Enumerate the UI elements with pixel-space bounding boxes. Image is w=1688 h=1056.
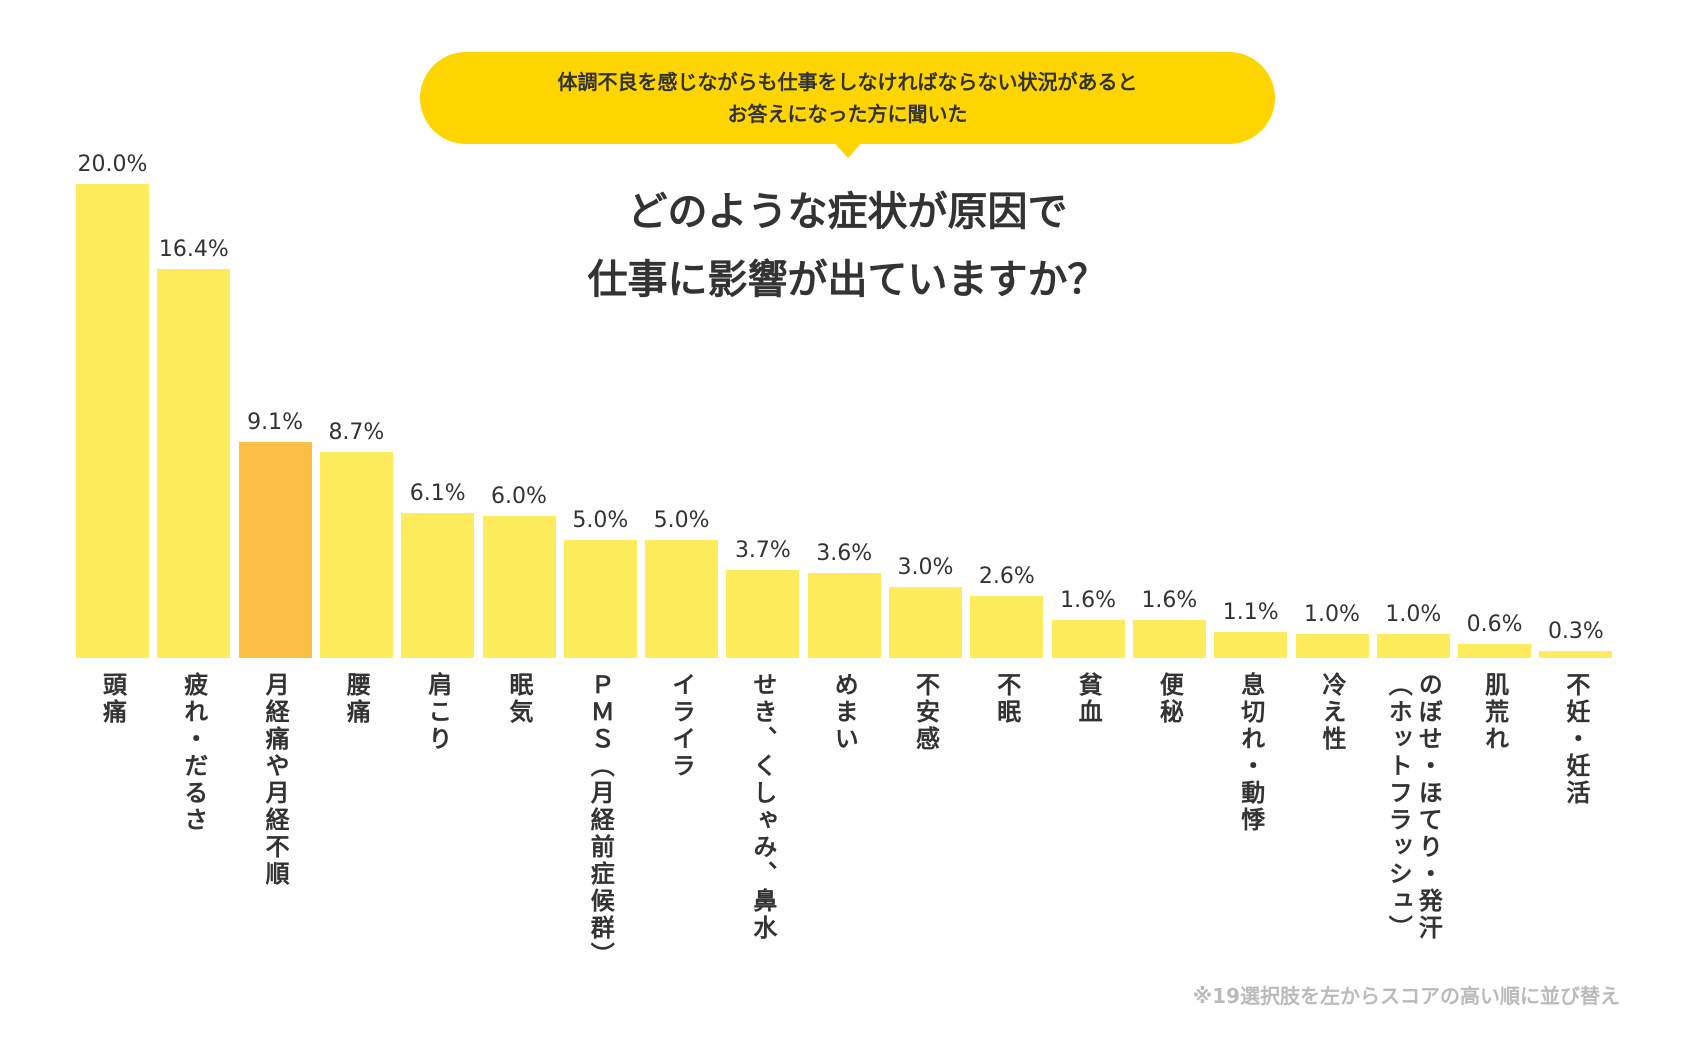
bar-value-label: 20.0% (77, 152, 148, 177)
category-label-line: 疲れ・だるさ (179, 672, 208, 834)
bar-value-label: 3.0% (897, 554, 954, 580)
chart-title-line-2: 仕事に影響が出ていますか？ (587, 257, 1108, 303)
chart-title-line-1: どのような症状が原因で (627, 189, 1068, 235)
bar (1539, 650, 1613, 658)
category-label-line: 冷え性 (1318, 672, 1346, 753)
category-label: 頭痛 (98, 672, 128, 726)
category-label-line: ＰＭＳ（月経前症候群） (586, 672, 615, 969)
category-label-line: 肩こり (423, 672, 452, 753)
category-label-line: 便秘 (1155, 672, 1184, 726)
category-label: 不妊・妊活 (1561, 672, 1591, 807)
bubble-text-line-2: お答えになった方に聞いた (727, 102, 968, 126)
bar-value-label: 5.0% (572, 507, 629, 533)
bar (889, 586, 962, 658)
bar (1458, 643, 1532, 658)
category-label-line: （ホットフラッシュ） (1384, 672, 1413, 942)
bar (807, 572, 881, 658)
category-label: 眠気 (504, 672, 534, 726)
category-label: 腰痛 (341, 672, 371, 726)
category-label-line: 月経痛や月経不順 (261, 672, 290, 888)
category-label: めまい (829, 672, 859, 753)
bar (1132, 620, 1206, 658)
category-label: 息切れ・動悸 (1236, 672, 1266, 834)
category-label: イライラ (667, 672, 697, 780)
category-label-line: のぼせ・ほてり・発汗 (1414, 672, 1443, 942)
category-label-line: めまい (830, 672, 859, 753)
bar (563, 539, 637, 658)
bar (401, 513, 475, 658)
bar (238, 442, 312, 658)
bar (970, 596, 1044, 658)
bar-value-label: 8.7% (328, 419, 385, 445)
category-label: 疲れ・だるさ (179, 672, 209, 834)
category-label: 不安感 (911, 672, 941, 753)
bar-value-label: 1.0% (1304, 602, 1360, 628)
bar (157, 269, 231, 658)
category-label: 肌荒れ (1480, 672, 1510, 753)
bar (319, 451, 393, 658)
bar (1295, 634, 1369, 658)
bar-value-label: 2.6% (978, 564, 1035, 590)
category-label-line: 不眠 (992, 672, 1021, 726)
bubble-text-line-1: 体調不良を感じながらも仕事をしなければならない状況があると (557, 70, 1138, 94)
category-label: のぼせ・ほてり・発汗 （ホットフラッシュ） (1383, 672, 1443, 942)
category-label: 冷え性 (1317, 672, 1347, 753)
bar-value-label: 5.0% (653, 507, 710, 533)
chart-title: どのような症状が原因で 仕事に影響が出ていますか？ (420, 178, 1275, 314)
bar-value-label: 9.1% (247, 410, 304, 436)
bar (726, 570, 800, 658)
category-label-line: 頭痛 (98, 672, 127, 726)
bar-value-label: 0.6% (1466, 611, 1523, 637)
category-label: 月経痛や月経不順 (260, 672, 290, 888)
category-label-line: 息切れ・動悸 (1236, 672, 1265, 834)
bar (1214, 631, 1288, 658)
bar-value-label: 1.0% (1385, 602, 1442, 628)
survey-condition-bubble: 体調不良を感じながらも仕事をしなければならない状況があると お答えになった方に聞… (420, 52, 1275, 144)
category-label-line: 腰痛 (342, 672, 371, 726)
bar (1051, 620, 1125, 658)
category-label-line: 不妊・妊活 (1561, 672, 1590, 807)
footnote: ※19選択肢を左からスコアの高い順に並び替え (1192, 984, 1620, 1008)
category-label-line: 不安感 (911, 672, 940, 753)
category-label: 肩こり (423, 672, 453, 753)
category-label: 貧血 (1073, 672, 1103, 726)
bar-value-label: 3.6% (816, 540, 873, 566)
bar-value-label: 0.3% (1547, 618, 1604, 644)
bubble-tail (832, 140, 864, 158)
bar-value-label: 1.6% (1060, 588, 1117, 614)
bar-value-label: 6.0% (491, 483, 547, 509)
bar-value-label: 3.7% (734, 538, 791, 564)
category-label-line: 貧血 (1074, 672, 1103, 726)
bar (645, 539, 719, 658)
bar (76, 184, 149, 658)
category-label-line: イライラ (667, 672, 696, 780)
bar-value-label: 16.4% (158, 237, 229, 263)
category-label: せき、くしゃみ、鼻水 (748, 672, 778, 942)
category-label: 便秘 (1154, 672, 1184, 726)
category-label-line: 肌荒れ (1480, 672, 1509, 753)
category-label: ＰＭＳ（月経前症候群） (585, 672, 615, 969)
category-label-line: 眠気 (505, 672, 533, 726)
bar (482, 515, 556, 658)
category-label-line: せき、くしゃみ、鼻水 (748, 672, 777, 942)
bar-value-label: 1.1% (1222, 599, 1279, 625)
bar-value-label: 1.6% (1141, 588, 1198, 614)
bar (1376, 634, 1450, 658)
category-label: 不眠 (992, 672, 1022, 726)
bar-value-label: 6.1% (409, 481, 466, 507)
